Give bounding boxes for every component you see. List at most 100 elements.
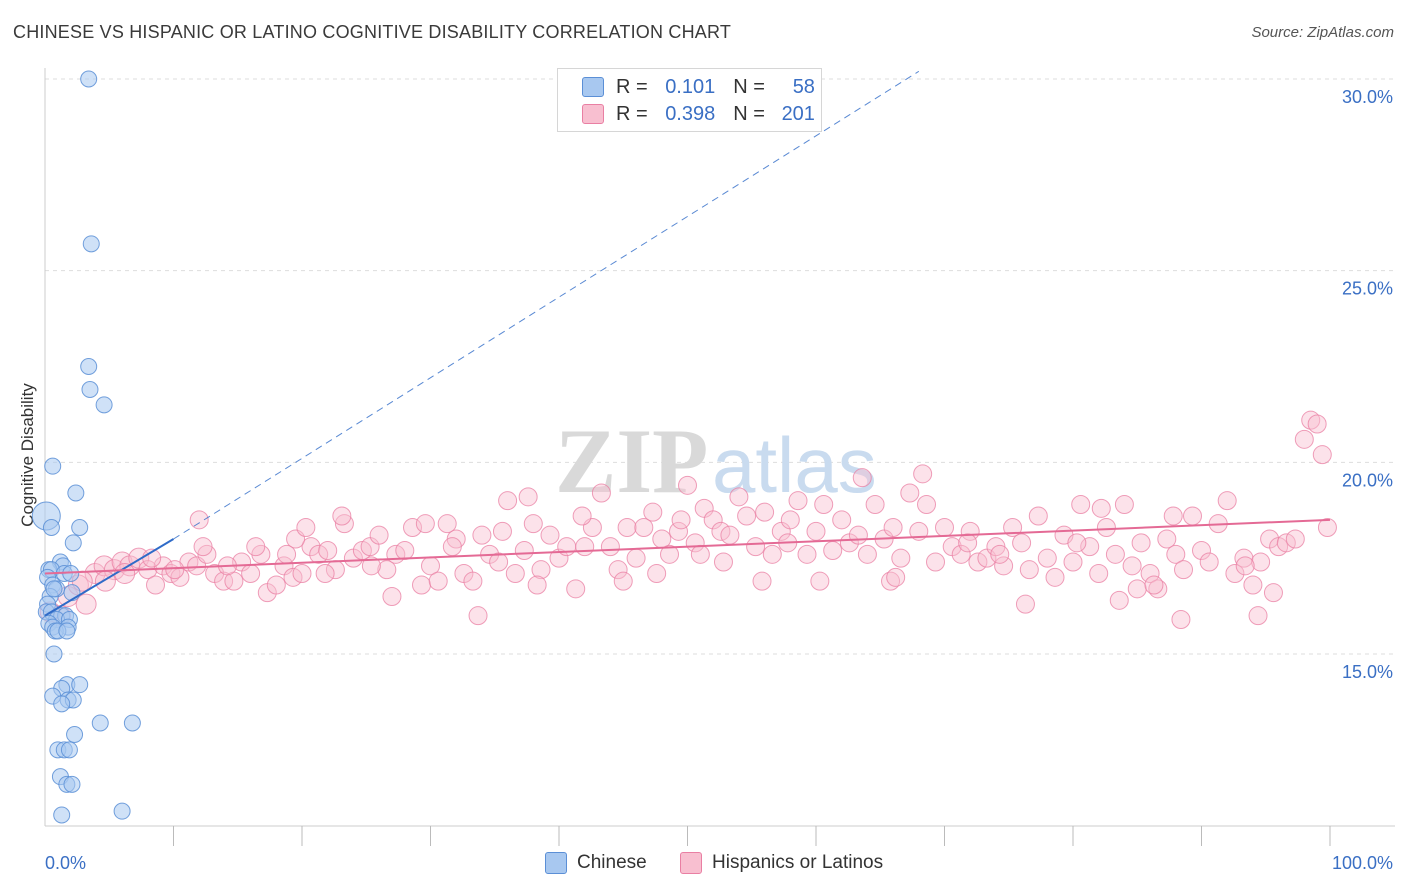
- hispanic-point: [1148, 579, 1168, 599]
- hispanic-point: [146, 575, 166, 595]
- hispanic-point: [332, 506, 352, 526]
- chinese-point: [53, 806, 71, 824]
- hispanic-point: [678, 475, 697, 495]
- hispanic-point: [660, 544, 680, 564]
- hispanic-point: [382, 587, 402, 606]
- hispanic-point: [713, 552, 733, 572]
- hispanic-point: [1127, 579, 1147, 599]
- chinese-point: [42, 519, 60, 536]
- legend-r-value-hispanic: 0.398: [665, 102, 716, 125]
- chinese-point: [71, 676, 89, 694]
- hispanic-point: [1028, 506, 1048, 526]
- chinese-point: [63, 775, 81, 793]
- hispanic-point: [361, 556, 381, 576]
- y-tick-label: 20.0%: [1342, 470, 1393, 490]
- hispanic-point: [857, 544, 877, 564]
- hispanic-point: [518, 487, 538, 507]
- chinese-point: [45, 580, 63, 598]
- chinese-point: [80, 358, 98, 375]
- source-label: Source: ZipAtlas.com: [1251, 24, 1394, 41]
- hispanic-point: [703, 510, 723, 530]
- hispanic-point: [935, 518, 954, 537]
- hispanic-point: [690, 544, 710, 564]
- hispanic-point: [913, 464, 933, 484]
- hispanic-point: [153, 556, 173, 576]
- hispanic-point: [241, 564, 261, 583]
- stats-legend: R = 0.101 N = 58 R = 0.398 N = 201: [557, 68, 822, 132]
- hispanic-point: [1019, 560, 1039, 580]
- hispanic-point: [1294, 429, 1314, 449]
- hispanic-point: [1251, 552, 1271, 572]
- hispanic-point: [1199, 552, 1219, 572]
- bottom-legend-swatch-hispanic: [680, 852, 702, 874]
- tick-labels: 15.0% 20.0% 25.0% 30.0% 0.0% 100.0%: [45, 87, 1393, 873]
- hispanic-point: [1285, 529, 1305, 549]
- chinese-point: [95, 396, 113, 414]
- legend-n-label: N =: [733, 102, 765, 125]
- bottom-legend-hispanic: Hispanics or Latinos: [680, 852, 883, 874]
- hispanic-point: [463, 571, 483, 591]
- chinese-point: [64, 534, 82, 552]
- hispanic-point: [1122, 556, 1142, 576]
- hispanic-point: [472, 525, 492, 545]
- chinese-point: [91, 714, 109, 732]
- hispanic-point: [762, 544, 782, 564]
- hispanic-points: [39, 410, 1337, 629]
- y-tick-label: 30.0%: [1342, 87, 1393, 107]
- hispanic-point: [900, 483, 920, 503]
- hispanic-point: [883, 518, 903, 537]
- hispanic-point: [566, 579, 586, 599]
- hispanic-point: [917, 495, 937, 514]
- hispanic-point: [958, 533, 978, 553]
- bottom-legend-label-chinese: Chinese: [577, 852, 647, 873]
- hispanic-point: [1157, 529, 1177, 549]
- hispanic-point: [442, 537, 462, 557]
- hispanic-point: [832, 510, 852, 530]
- hispanic-point: [1163, 506, 1183, 526]
- watermark-zip: ZIP: [555, 410, 708, 512]
- hispanic-point: [505, 564, 525, 583]
- hispanic-point: [1091, 498, 1111, 518]
- hispanic-point: [266, 575, 286, 595]
- hispanic-point: [428, 571, 448, 591]
- hispanic-point: [1235, 556, 1255, 576]
- hispanic-point: [1166, 544, 1186, 564]
- hispanic-point: [1089, 564, 1109, 583]
- hispanic-point: [926, 552, 946, 572]
- chinese-point: [113, 802, 131, 820]
- hispanic-point: [412, 575, 432, 595]
- hispanic-point: [1144, 575, 1164, 595]
- hispanic-point: [1067, 533, 1087, 553]
- bottom-legend-chinese: Chinese: [545, 852, 647, 874]
- hispanic-point: [990, 544, 1010, 564]
- hispanic-point: [1071, 495, 1091, 514]
- hispanic-point: [318, 541, 338, 560]
- hispanic-point: [395, 541, 415, 560]
- hispanic-point: [810, 571, 830, 591]
- hispanic-point: [193, 537, 213, 557]
- chinese-point: [58, 622, 76, 640]
- hispanic-point: [1307, 414, 1327, 434]
- legend-r-value-chinese: 0.101: [665, 75, 716, 98]
- hispanic-point: [75, 593, 97, 615]
- hispanic-point: [806, 521, 826, 541]
- hispanic-point: [737, 506, 757, 526]
- hispanic-point: [613, 571, 633, 591]
- hispanic-point: [527, 575, 547, 595]
- hispanic-point: [531, 560, 551, 580]
- chinese-point: [81, 381, 99, 398]
- hispanic-point: [437, 514, 457, 534]
- hispanic-point: [189, 510, 209, 530]
- hispanic-point: [334, 514, 354, 534]
- hispanic-point: [369, 525, 389, 545]
- watermark: ZIP atlas: [555, 410, 877, 512]
- chinese-point: [80, 70, 98, 88]
- chinese-point: [63, 584, 81, 602]
- hispanic-point: [1263, 583, 1283, 603]
- hispanic-point: [296, 518, 316, 537]
- hispanic-point: [669, 521, 689, 541]
- hispanic-point: [292, 564, 312, 583]
- hispanic-point: [617, 518, 637, 537]
- hispanic-point: [591, 483, 611, 503]
